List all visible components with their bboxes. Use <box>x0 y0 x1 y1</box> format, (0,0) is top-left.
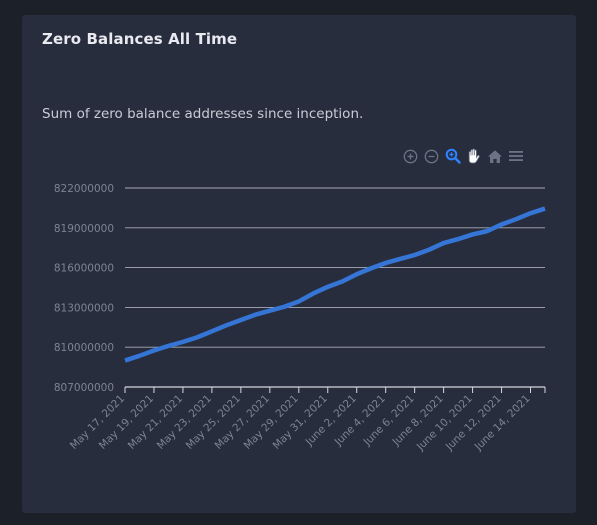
chart-toolbar <box>400 147 526 165</box>
pan-button[interactable] <box>463 147 484 165</box>
card-title: Zero Balances All Time <box>42 30 238 48</box>
y-tick-label: 807000000 <box>54 382 114 394</box>
zoom-out-icon <box>424 149 439 163</box>
x-axis <box>124 387 546 393</box>
series-line <box>124 206 546 363</box>
y-axis-labels: 807000000 810000000 813000000 816000000 8190… <box>54 183 114 394</box>
card-subtitle: Sum of zero balance addresses since ince… <box>42 106 364 122</box>
series-layer <box>124 206 546 363</box>
grid-lines <box>125 187 545 388</box>
zoom-selection-icon <box>445 148 461 164</box>
menu-icon <box>508 151 523 161</box>
zoom-selection-button[interactable] <box>442 147 463 165</box>
zoom-in-icon <box>403 149 418 163</box>
y-tick-label: 819000000 <box>54 223 114 235</box>
y-tick-label: 816000000 <box>54 263 114 275</box>
zero-balances-card: Zero Balances All Time Sum of zero balan… <box>22 15 576 513</box>
chart-menu-button[interactable] <box>505 147 526 165</box>
reset-zoom-button[interactable] <box>484 147 505 165</box>
zoom-out-button[interactable] <box>421 147 442 165</box>
zoom-in-button[interactable] <box>400 147 421 165</box>
y-tick-label: 822000000 <box>54 183 114 195</box>
y-tick-label: 810000000 <box>54 342 114 354</box>
y-tick-label: 813000000 <box>54 302 114 314</box>
reset-home-icon <box>487 149 502 163</box>
pan-hand-icon <box>468 148 480 164</box>
